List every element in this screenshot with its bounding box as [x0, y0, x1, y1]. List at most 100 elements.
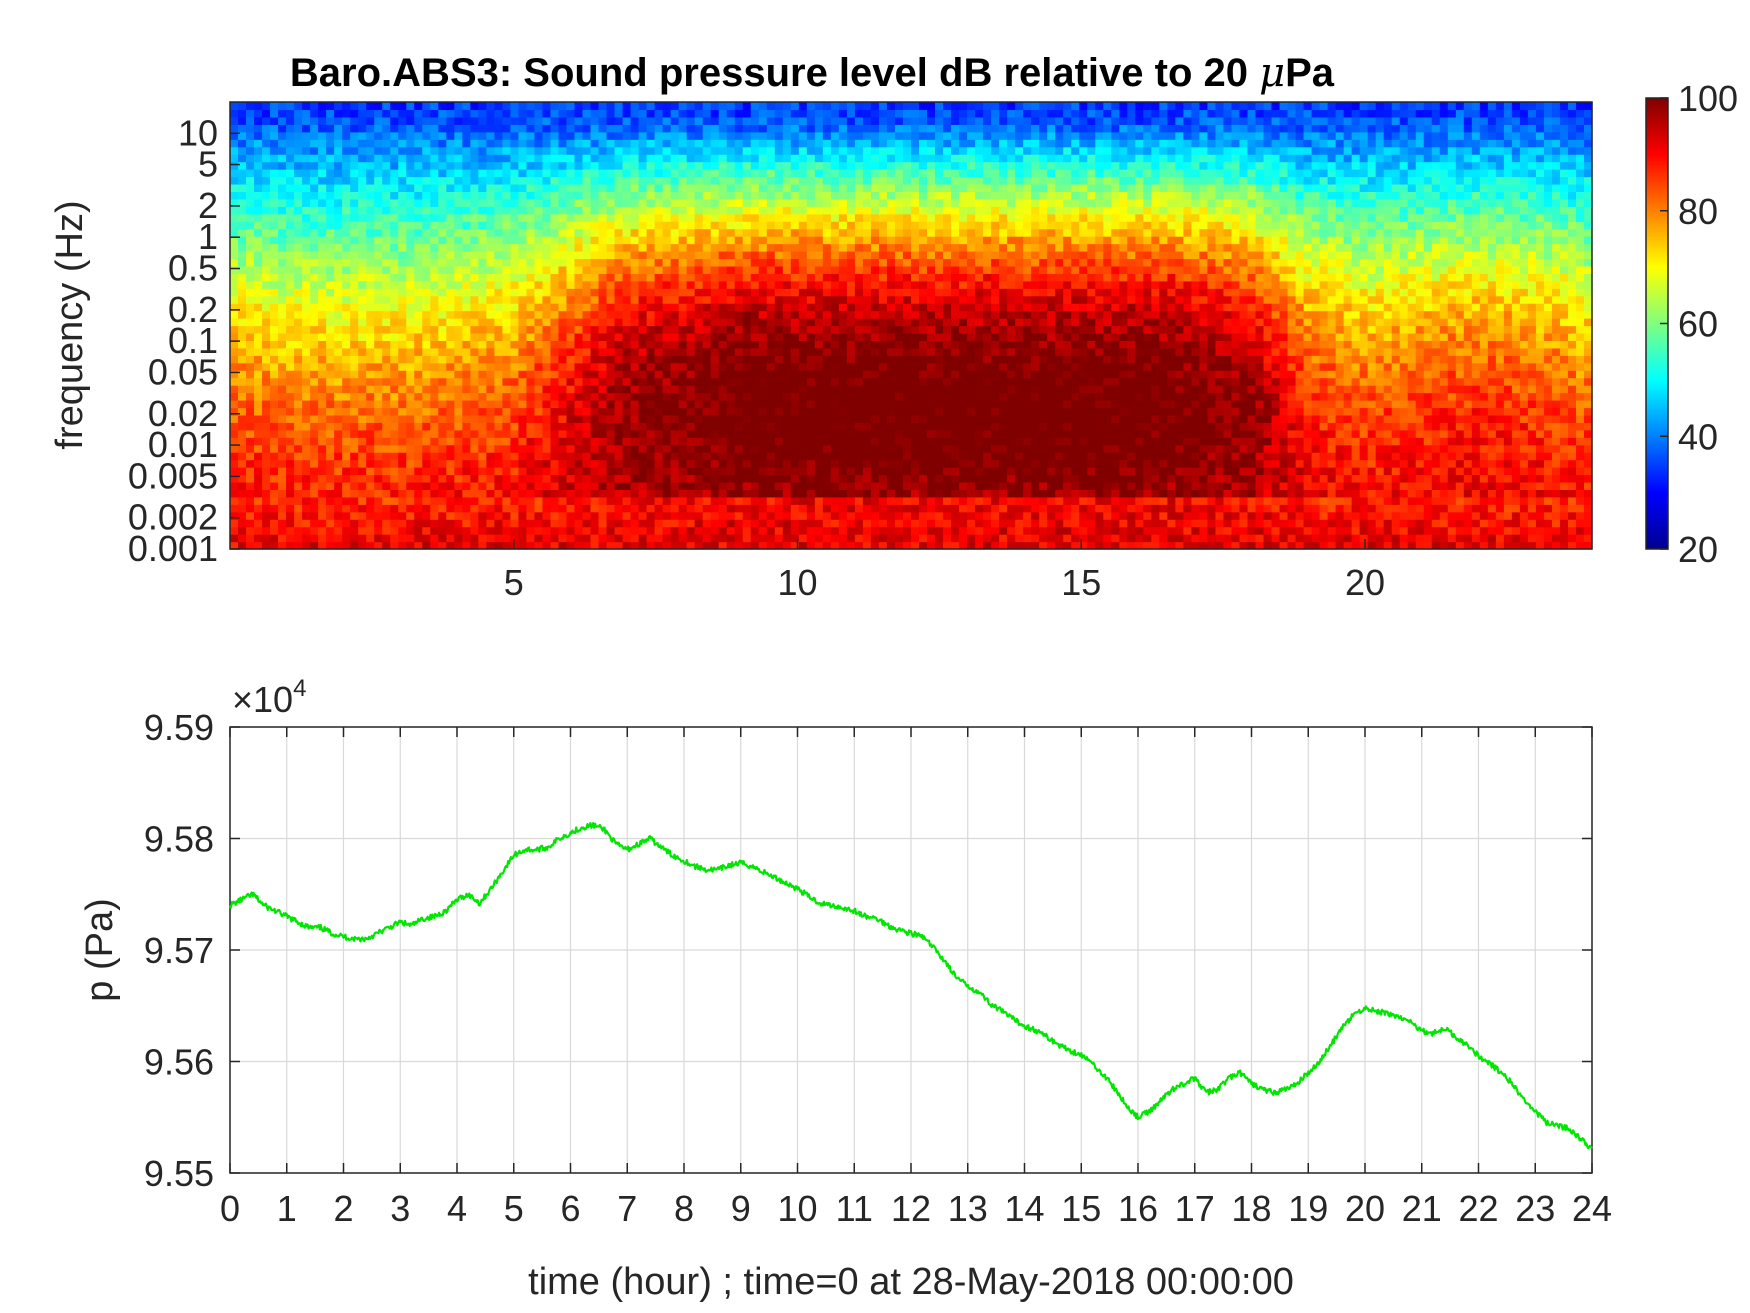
spectrogram-cell [878, 347, 888, 356]
spectrogram-cell [318, 221, 327, 230]
spectrogram-cell [566, 198, 576, 207]
spectrogram-cell [270, 496, 279, 505]
spectrogram-cell [382, 489, 391, 498]
spectrogram-cell [822, 273, 832, 282]
spectrogram-cell [286, 102, 295, 111]
spectrogram-cell [654, 102, 664, 111]
spectrogram-cell [438, 519, 447, 528]
spectrogram-cell [358, 243, 367, 252]
spectrogram-cell [574, 347, 584, 356]
spectrogram-cell [286, 444, 295, 453]
spectrogram-cell [254, 355, 263, 364]
spectrogram-cell [254, 206, 263, 215]
spectrogram-cell [838, 176, 848, 185]
spectrogram-cell [254, 519, 263, 528]
spectrogram-cell [286, 407, 295, 416]
spectrogram-cell [310, 370, 319, 379]
spectrogram-cell [558, 236, 568, 245]
spectrogram-cell [454, 347, 463, 356]
spectrogram-cell [470, 183, 479, 192]
spectrogram-cell [822, 481, 832, 490]
spectrogram-cell [278, 444, 287, 453]
spectrogram-cell [590, 519, 600, 528]
spectrogram-cell [590, 467, 600, 476]
spectrogram-cell [462, 191, 471, 200]
spectrogram-cell [614, 191, 624, 200]
spectrogram-cell [254, 325, 263, 334]
spectrogram-cell [526, 459, 536, 468]
spectrogram-cell [342, 385, 351, 394]
spectrogram-cell [286, 116, 295, 125]
spectrogram-cell [686, 422, 696, 431]
spectrogram-cell [774, 288, 784, 297]
spectrogram-cell [726, 370, 736, 379]
spectrogram-cell [374, 459, 383, 468]
spectrogram-cell [502, 444, 512, 453]
spectrogram-cell [790, 295, 800, 304]
spectrogram-cell [294, 467, 303, 476]
spectrogram-cell [622, 102, 632, 111]
spectrogram-cell [718, 116, 728, 125]
spectrogram-cell [710, 116, 720, 125]
spectrogram-cell [294, 131, 303, 140]
spectrogram-cell [294, 504, 303, 513]
spectrogram-cell [742, 251, 752, 260]
spectrogram-cell [718, 459, 728, 468]
spectrogram-cell [694, 407, 704, 416]
spectrogram-cell [814, 206, 824, 215]
spectrogram-cell [246, 236, 255, 245]
spectrogram-cell [662, 176, 672, 185]
spectrogram-cell [630, 183, 640, 192]
spectrogram-cell [238, 481, 247, 490]
spectrogram-cell [854, 236, 864, 245]
spectrogram-cell [510, 459, 520, 468]
spectrogram-cell [614, 541, 624, 550]
spectrogram-cell [750, 385, 760, 394]
spectrogram-cell [558, 146, 568, 155]
spectrogram-cell [342, 265, 351, 274]
spectrogram-cell [654, 437, 664, 446]
spectrogram-cell [422, 385, 431, 394]
spectrogram-cell [334, 303, 343, 312]
spectrogram-cell [446, 496, 455, 505]
spectrogram-cell [406, 370, 415, 379]
spectrogram-cell [302, 161, 311, 170]
spectrogram-cell [438, 280, 447, 289]
spectrogram-cell [382, 400, 391, 409]
spectrogram-cell [254, 474, 263, 483]
spectrogram-cell [590, 236, 600, 245]
spectrogram-cell [534, 273, 544, 282]
spectrogram-cell [846, 444, 856, 453]
spectrogram-cell [854, 400, 864, 409]
spectrogram-cell [838, 116, 848, 125]
spectrogram-cell [526, 131, 536, 140]
spectrogram-cell [334, 422, 343, 431]
spectrogram-cell [230, 452, 239, 461]
spectrogram-cell [550, 355, 560, 364]
spectrogram-cell [750, 131, 760, 140]
spectrogram-cell [470, 422, 479, 431]
spectrogram-cell [398, 526, 407, 535]
spectrogram-cell [846, 414, 856, 423]
spectrogram-cell [798, 198, 808, 207]
spectrogram-cell [230, 370, 239, 379]
spectrogram-cell [286, 236, 295, 245]
spectrogram-cell [790, 236, 800, 245]
spectrogram-cell [302, 146, 311, 155]
spectrogram-cell [518, 511, 528, 520]
spectrogram-cell [534, 444, 544, 453]
spectrogram-cell [310, 154, 319, 163]
spectrogram-cell [742, 236, 752, 245]
spectrogram-cell [718, 474, 728, 483]
spectrogram-cell [318, 102, 327, 111]
spectrogram-cell [470, 288, 479, 297]
spectrogram-cell [558, 474, 568, 483]
spectrogram-cell [750, 124, 760, 133]
spectrogram-cell [302, 437, 311, 446]
spectrogram-cell [430, 332, 439, 341]
spectrogram-cell [486, 444, 495, 453]
spectrogram-cell [886, 355, 896, 364]
spectrogram-cell [694, 347, 704, 356]
spectrogram-cell [838, 347, 848, 356]
spectrogram-cell [478, 161, 487, 170]
